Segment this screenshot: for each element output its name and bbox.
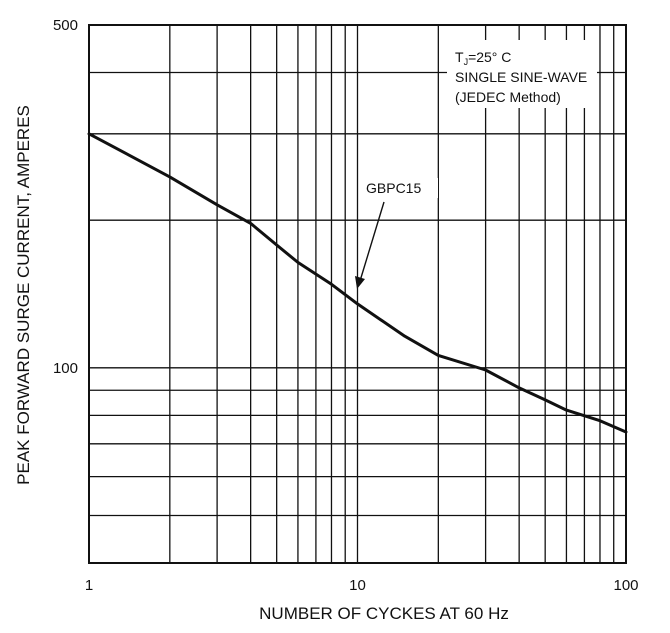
x-axis-title: NUMBER OF CYCKES AT 60 Hz xyxy=(259,604,509,623)
x-tick-label: 10 xyxy=(349,577,366,594)
y-tick-label: 500 xyxy=(53,17,78,34)
series-label-bg xyxy=(362,178,438,198)
tick-label-layer: 1 10 100 100 500 xyxy=(53,17,639,594)
conditions-box xyxy=(447,40,597,108)
y-axis-title: PEAK FORWARD SURGE CURRENT, AMPERES xyxy=(14,105,33,485)
series-layer xyxy=(87,132,628,434)
plot-frame xyxy=(88,24,627,564)
x-tick-label: 100 xyxy=(613,577,638,594)
conditions-line-2: SINGLE SINE-WAVE xyxy=(455,69,587,85)
series-line xyxy=(87,132,628,434)
series-label-gbpc15: GBPC15 xyxy=(366,180,421,196)
series-label-arrow-head xyxy=(355,276,365,289)
series-label-arrow-shaft xyxy=(359,201,385,282)
x-tick-label: 1 xyxy=(85,577,93,594)
y-tick-label: 100 xyxy=(53,360,78,377)
conditions-line-3: (JEDEC Method) xyxy=(455,89,561,105)
conditions-line-1: TJ=25° C xyxy=(455,49,511,67)
